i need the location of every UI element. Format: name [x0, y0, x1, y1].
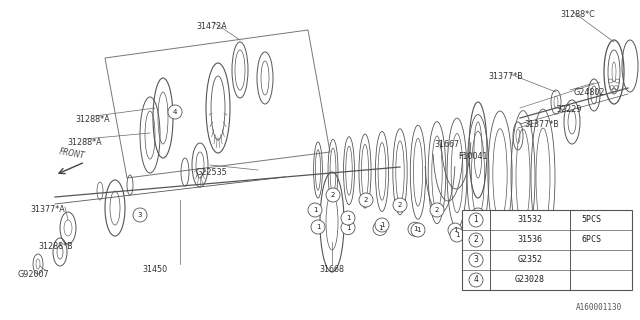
Text: 31288*A: 31288*A [67, 138, 102, 147]
Text: 1: 1 [416, 227, 420, 233]
Text: FRONT: FRONT [58, 147, 86, 160]
Text: G2352: G2352 [518, 255, 543, 265]
Text: 3: 3 [474, 255, 479, 265]
Circle shape [469, 273, 483, 287]
Circle shape [308, 203, 322, 217]
Text: 3: 3 [138, 212, 142, 218]
Text: 4: 4 [474, 276, 479, 284]
Circle shape [448, 223, 462, 237]
Circle shape [133, 208, 147, 222]
Text: 1: 1 [346, 215, 350, 221]
Circle shape [430, 203, 444, 217]
Text: G22535: G22535 [195, 168, 227, 177]
Text: 1: 1 [313, 207, 317, 213]
Circle shape [469, 213, 483, 227]
Text: 2: 2 [476, 212, 480, 218]
Text: 31377*B: 31377*B [524, 120, 559, 129]
Text: 1: 1 [455, 232, 460, 238]
Text: 31377*A: 31377*A [30, 205, 65, 214]
Text: 6PCS: 6PCS [581, 236, 601, 244]
Text: 5PCS: 5PCS [581, 215, 601, 225]
Text: 2: 2 [435, 207, 439, 213]
Text: 2: 2 [398, 202, 402, 208]
Bar [462, 210, 632, 290]
Circle shape [168, 105, 182, 119]
Text: 4: 4 [173, 109, 177, 115]
Text: 2: 2 [520, 217, 524, 223]
Circle shape [341, 221, 355, 235]
Text: 1: 1 [452, 227, 457, 233]
Text: G23028: G23028 [515, 276, 545, 284]
Text: 2: 2 [364, 197, 368, 203]
Text: 1: 1 [413, 226, 417, 232]
Text: 31450: 31450 [143, 265, 168, 274]
Text: 31288*B: 31288*B [38, 242, 72, 251]
Text: 31472A: 31472A [196, 22, 227, 31]
Circle shape [375, 218, 389, 232]
Circle shape [469, 233, 483, 247]
Circle shape [326, 188, 340, 202]
Text: 1: 1 [378, 225, 382, 231]
Circle shape [359, 193, 373, 207]
Text: 1: 1 [346, 225, 350, 231]
Text: G24802: G24802 [574, 88, 605, 97]
Text: 31288*C: 31288*C [560, 10, 595, 19]
Text: 31667: 31667 [434, 140, 459, 149]
Text: 2: 2 [331, 192, 335, 198]
Text: 31668: 31668 [319, 265, 344, 274]
Text: A160001130: A160001130 [576, 303, 622, 312]
Circle shape [469, 253, 483, 267]
Circle shape [311, 220, 325, 234]
Circle shape [411, 223, 425, 237]
Text: G92007: G92007 [18, 270, 50, 279]
Text: F10041: F10041 [458, 152, 488, 161]
Circle shape [393, 198, 407, 212]
Text: 1: 1 [316, 224, 320, 230]
Text: 1: 1 [474, 215, 478, 225]
Circle shape [341, 211, 355, 225]
Circle shape [515, 213, 529, 227]
Text: 32229: 32229 [556, 105, 582, 114]
Text: 31532: 31532 [518, 215, 543, 225]
Circle shape [373, 221, 387, 236]
Text: 31536: 31536 [518, 236, 543, 244]
Circle shape [408, 222, 422, 236]
Circle shape [450, 228, 464, 242]
Text: 31288*A: 31288*A [75, 115, 109, 124]
Text: 1: 1 [380, 222, 384, 228]
Circle shape [471, 208, 485, 222]
Text: 31377*B: 31377*B [488, 72, 523, 81]
Text: 2: 2 [474, 236, 478, 244]
